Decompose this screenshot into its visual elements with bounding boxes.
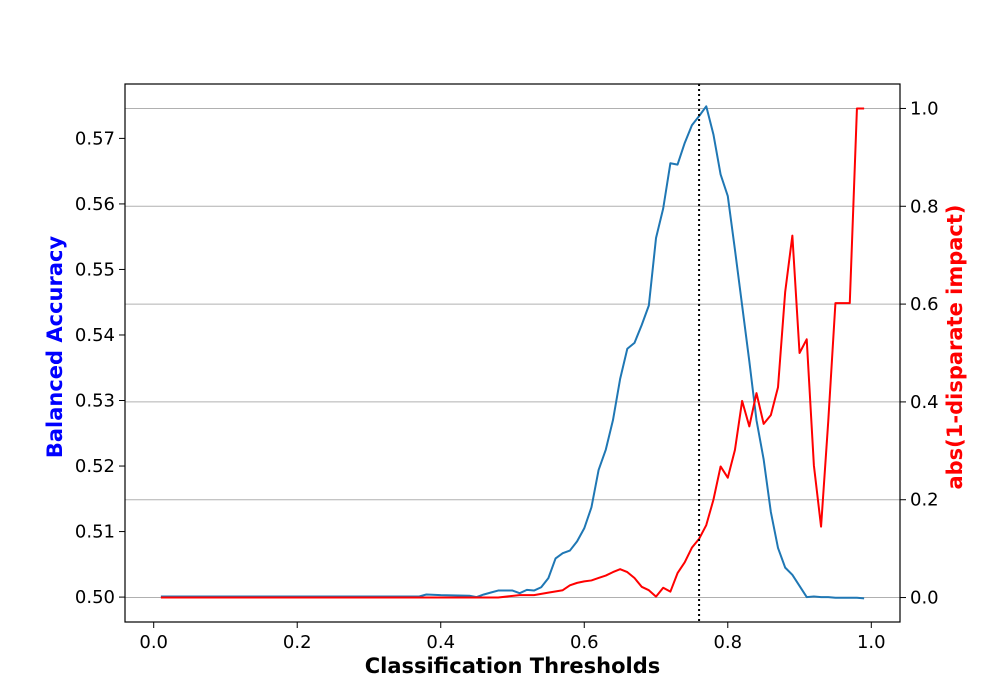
- left-y-axis-ticks: 0.50 0.51 0.52 0.53 0.54 0.55 0.56 0.57: [75, 128, 125, 608]
- series-line-disparate-impact: [160, 107, 865, 599]
- x-axis-ticks: 0.0 0.2 0.4 0.6 0.8 1.0: [139, 622, 886, 653]
- x-tick-label: 0.2: [283, 632, 312, 653]
- right-y-axis-title: abs(1-disparate impact): [943, 204, 967, 489]
- x-axis-title: Classification Thresholds: [365, 654, 661, 678]
- x-tick-label: 0.8: [713, 632, 742, 653]
- series-line-balanced-accuracy: [160, 105, 865, 600]
- left-y-axis-title: Balanced Accuracy: [43, 236, 67, 459]
- left-y-tick-label: 0.57: [75, 128, 115, 149]
- left-y-tick-label: 0.53: [75, 391, 115, 412]
- right-y-tick-label: 1.0: [910, 98, 939, 119]
- left-y-tick-label: 0.51: [75, 522, 115, 543]
- left-y-tick-label: 0.55: [75, 259, 115, 280]
- right-y-tick-label: 0.8: [910, 196, 939, 217]
- left-y-tick-label: 0.52: [75, 456, 115, 477]
- x-tick-label: 0.0: [139, 632, 168, 653]
- left-y-tick-label: 0.50: [75, 587, 115, 608]
- right-y-tick-label: 0.0: [910, 588, 939, 609]
- grid: [125, 107, 900, 599]
- x-tick-label: 0.4: [426, 632, 455, 653]
- left-y-tick-label: 0.56: [75, 194, 115, 215]
- left-y-tick-label: 0.54: [75, 325, 115, 346]
- x-tick-label: 1.0: [857, 632, 886, 653]
- right-y-tick-label: 0.4: [910, 392, 939, 413]
- series-layer: [160, 105, 865, 600]
- x-tick-label: 0.6: [570, 632, 599, 653]
- plot-frame: [124, 83, 901, 623]
- right-y-axis-ticks: 0.0 0.2 0.4 0.6 0.8 1.0: [900, 98, 939, 609]
- right-y-tick-label: 0.2: [910, 490, 939, 511]
- right-y-tick-label: 0.6: [910, 294, 939, 315]
